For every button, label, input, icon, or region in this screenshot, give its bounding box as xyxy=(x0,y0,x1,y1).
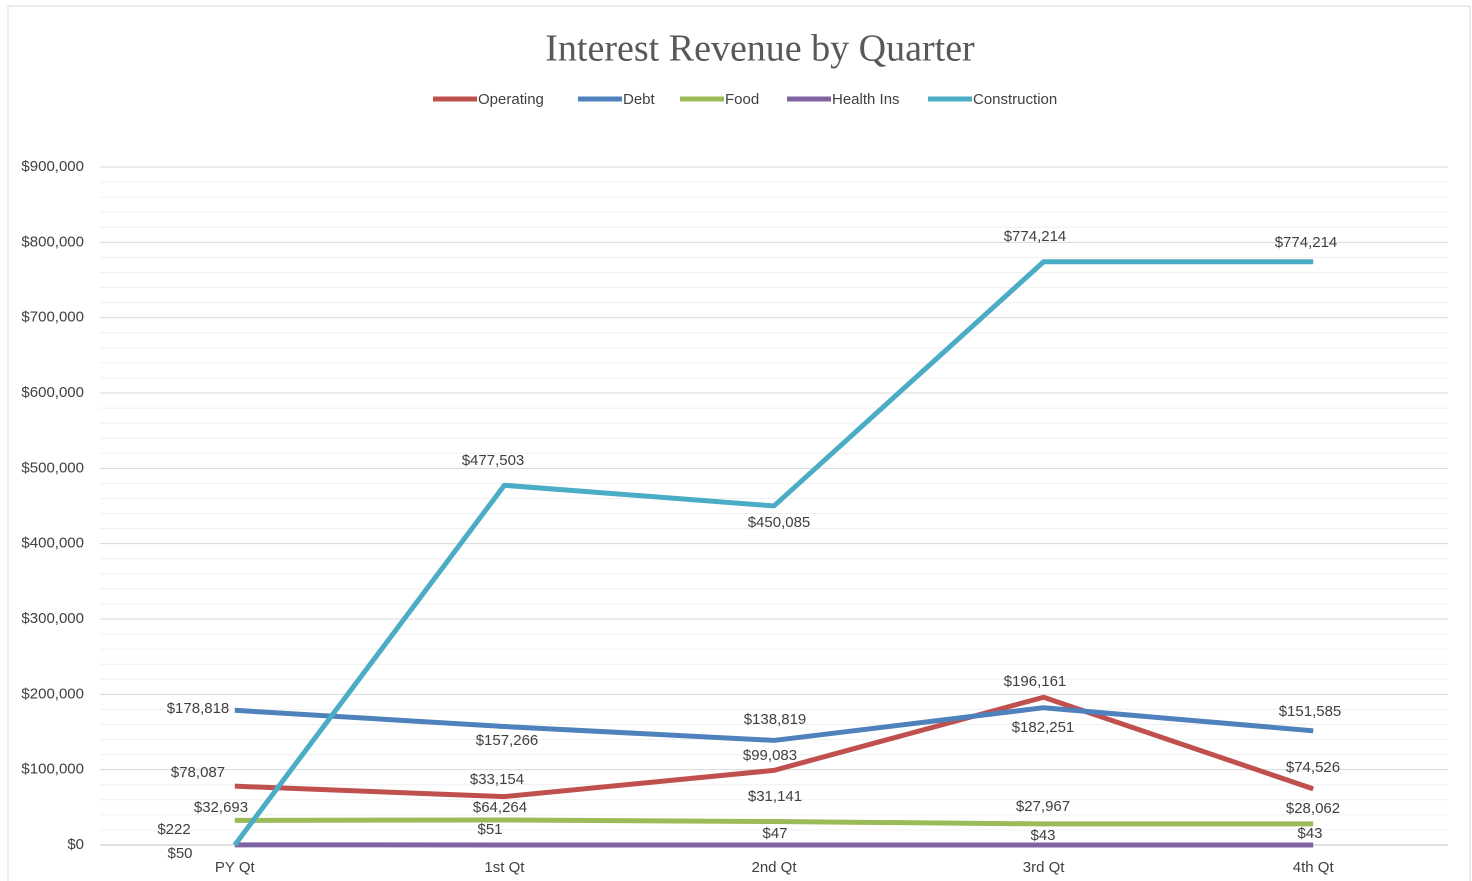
data-label: $151,585 xyxy=(1279,703,1342,720)
data-label: $99,083 xyxy=(743,747,797,764)
legend-label: Debt xyxy=(623,91,656,108)
y-tick-label: $300,000 xyxy=(21,610,84,627)
data-label: $138,819 xyxy=(744,711,807,728)
legend-label: Food xyxy=(725,91,759,108)
y-tick-label: $100,000 xyxy=(21,761,84,778)
data-label: $43 xyxy=(1297,825,1322,842)
series-line xyxy=(234,817,1314,827)
data-label: $50 xyxy=(167,845,192,862)
data-label: $477,503 xyxy=(462,452,525,469)
legend-label: Operating xyxy=(478,91,544,108)
data-label: $78,087 xyxy=(171,764,225,781)
x-tick-label: 1st Qt xyxy=(484,859,525,876)
y-tick-label: $400,000 xyxy=(21,535,84,552)
y-tick-label: $600,000 xyxy=(21,384,84,401)
y-tick-label: $0 xyxy=(67,836,84,853)
y-tick-label: $800,000 xyxy=(21,233,84,250)
x-tick-label: 2nd Qt xyxy=(751,859,797,876)
y-tick-label: $200,000 xyxy=(21,685,84,702)
data-label: $774,214 xyxy=(1004,228,1067,245)
data-label: $74,526 xyxy=(1286,759,1340,776)
series-line xyxy=(234,705,1314,743)
data-label: $178,818 xyxy=(167,700,230,717)
data-label: $43 xyxy=(1030,827,1055,844)
legend-label: Health Ins xyxy=(832,91,900,108)
y-tick-label: $900,000 xyxy=(21,158,84,175)
series-line xyxy=(232,259,1314,847)
data-label: $32,693 xyxy=(194,799,248,816)
data-label: $31,141 xyxy=(748,788,802,805)
data-label: $47 xyxy=(762,825,787,842)
chart-title: Interest Revenue by Quarter xyxy=(545,28,975,70)
data-label: $450,085 xyxy=(748,514,811,531)
x-tick-label: 3rd Qt xyxy=(1023,859,1066,876)
y-tick-label: $700,000 xyxy=(21,309,84,326)
data-label: $196,161 xyxy=(1004,673,1067,690)
legend-label: Construction xyxy=(973,91,1057,108)
chart-border xyxy=(7,5,1471,881)
data-label: $774,214 xyxy=(1275,234,1338,251)
data-label: $157,266 xyxy=(476,732,539,749)
x-tick-label: PY Qt xyxy=(215,859,256,876)
data-label: $64,264 xyxy=(473,799,527,816)
series-line xyxy=(234,694,1315,800)
data-label: $33,154 xyxy=(470,771,524,788)
data-label: $28,062 xyxy=(1286,800,1340,817)
data-label: $51 xyxy=(477,821,502,838)
x-tick-label: 4th Qt xyxy=(1293,859,1335,876)
data-label: $222 xyxy=(157,821,190,838)
y-tick-label: $500,000 xyxy=(21,459,84,476)
data-label: $27,967 xyxy=(1016,798,1070,815)
data-label: $182,251 xyxy=(1012,719,1075,736)
